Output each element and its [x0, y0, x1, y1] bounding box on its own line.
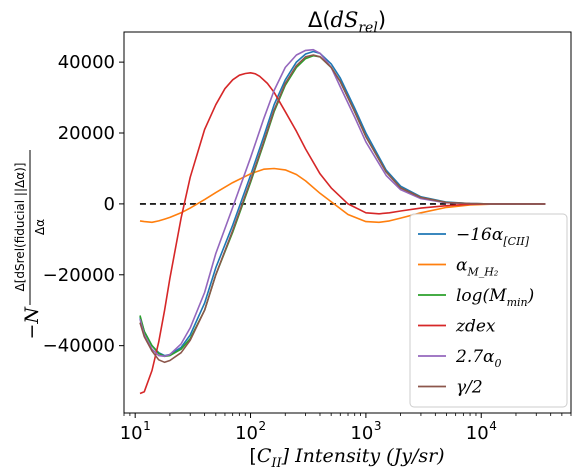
- legend-label: γ/2: [456, 378, 483, 398]
- y-tick-label: −20000: [43, 265, 115, 286]
- x-axis-label: [CII] Intensity (Jy/sr): [249, 445, 444, 471]
- x-tick-exponent: 4: [489, 419, 497, 433]
- x-tick-exponent: 3: [374, 419, 382, 433]
- legend-label: zdex: [455, 317, 496, 337]
- y-tick-label: 40000: [58, 52, 115, 73]
- x-tick-label: 10: [350, 423, 373, 444]
- y-tick-label: 0: [104, 194, 115, 215]
- y-label-denominator: Δα: [33, 219, 47, 235]
- x-tick-exponent: 1: [143, 419, 151, 433]
- x-tick-label: 10: [120, 423, 143, 444]
- x-tick-label: 10: [466, 423, 489, 444]
- y-label-sign: −N: [21, 306, 43, 340]
- y-tick-label: −40000: [43, 336, 115, 357]
- y-axis-label: −N Δ[dSrel(fiducial ||Δα)] Δα: [13, 150, 47, 340]
- y-label-numerator: Δ[dSrel(fiducial ||Δα)]: [13, 163, 27, 292]
- x-tick-exponent: 2: [259, 419, 267, 433]
- x-tick-label: 10: [235, 423, 258, 444]
- y-tick-label: 20000: [58, 123, 115, 144]
